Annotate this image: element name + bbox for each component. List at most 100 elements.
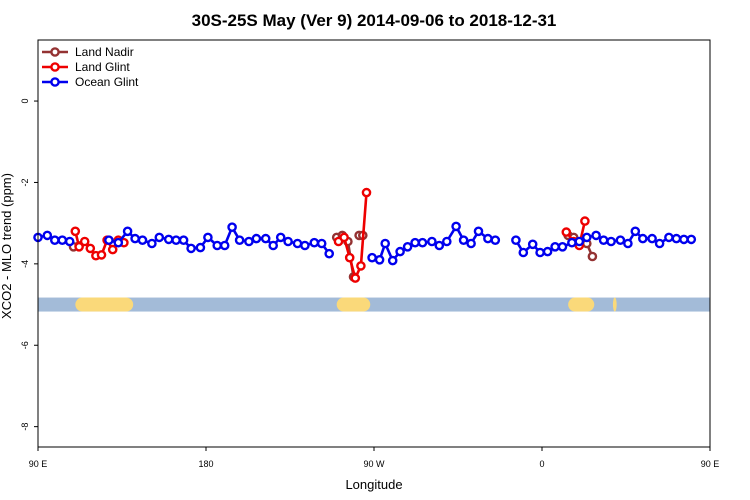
land-glint-point xyxy=(96,250,107,260)
ocean-glint-point xyxy=(427,236,437,247)
ocean-glint-point xyxy=(679,234,689,245)
ocean-glint-point xyxy=(647,233,657,244)
ocean-glint-point xyxy=(367,252,377,263)
land-glint-point xyxy=(350,273,361,283)
ocean-glint-point xyxy=(542,246,553,257)
ocean-glint-point xyxy=(557,241,568,252)
ocean-glint-point xyxy=(42,230,53,241)
land-ocean-band xyxy=(38,297,710,312)
ocean-glint-point xyxy=(483,233,493,244)
ocean-glint-point xyxy=(550,241,560,252)
y-tick-label: 0 xyxy=(20,99,30,104)
land-glint-point xyxy=(79,236,90,247)
land-glint-point xyxy=(85,243,96,254)
ocean-glint-point xyxy=(104,235,114,245)
ocean-glint-point xyxy=(598,235,609,245)
land-glint-point xyxy=(70,226,81,237)
y-tick-label: -2 xyxy=(20,178,30,186)
legend-entry-land-nadir: Land Nadir xyxy=(42,45,134,59)
land-glint-point xyxy=(344,252,355,263)
ocean-glint-point xyxy=(137,235,148,245)
ocean-glint-point xyxy=(227,222,237,232)
ocean-glint-point xyxy=(574,236,585,247)
ocean-glint-point xyxy=(163,234,174,245)
land-glint-point xyxy=(580,216,590,226)
ocean-glint-point xyxy=(654,238,665,249)
ocean-glint-point xyxy=(244,236,254,247)
legend-marker xyxy=(50,62,60,72)
ocean-glint-point xyxy=(535,247,545,258)
ocean-glint-point xyxy=(434,240,445,251)
ocean-glint-point xyxy=(417,237,428,248)
ocean-glint-point xyxy=(171,235,181,245)
legend-label: Land Glint xyxy=(75,60,130,74)
chart-title: 30S-25S May (Ver 9) 2014-09-06 to 2018-1… xyxy=(192,11,557,30)
land-glint-point xyxy=(356,261,366,271)
land-band-segment-2 xyxy=(568,297,595,312)
x-tick-label: 90 E xyxy=(701,459,720,469)
land-glint-point xyxy=(74,241,84,252)
ocean-glint-point xyxy=(122,226,133,237)
ocean-glint-point xyxy=(147,238,157,249)
ocean-glint-point xyxy=(638,233,648,244)
y-tick-label: -8 xyxy=(20,423,30,431)
ocean-glint-point xyxy=(466,238,476,249)
x-tick-label: 90 W xyxy=(363,459,385,469)
ocean-glint-point xyxy=(458,235,469,245)
ocean-glint-point xyxy=(402,241,413,252)
ocean-glint-point xyxy=(630,226,641,237)
ocean-glint-point xyxy=(316,238,327,249)
ocean-glint-point xyxy=(511,235,521,245)
legend-marker xyxy=(50,47,60,57)
ocean-glint-point xyxy=(186,243,196,254)
land-glint-point xyxy=(339,232,349,243)
ocean-glint-point xyxy=(178,235,189,245)
y-tick-label: -6 xyxy=(20,341,30,349)
legend-label: Ocean Glint xyxy=(75,75,139,89)
x-axis-label: Longitude xyxy=(345,477,402,492)
series-land-glint xyxy=(70,187,590,283)
ocean-glint-point xyxy=(490,235,501,245)
ocean-glint-point xyxy=(518,247,529,258)
ocean-glint-point xyxy=(57,235,68,245)
ocean-glint-point xyxy=(300,240,310,251)
land-glint-point xyxy=(361,187,372,198)
legend-marker xyxy=(50,77,60,87)
ocean-glint-point xyxy=(212,240,222,251)
ocean-glint-point xyxy=(283,236,293,247)
ocean-glint-point xyxy=(395,246,405,257)
ocean-glint-point xyxy=(380,238,391,249)
legend-entry-ocean-glint: Ocean Glint xyxy=(42,75,139,89)
land-band-segment-1 xyxy=(336,297,371,312)
land-band-segment-3 xyxy=(612,297,617,312)
ocean-glint-point xyxy=(567,237,577,248)
legend-entry-land-glint: Land Glint xyxy=(42,60,130,74)
ocean-glint-point xyxy=(309,237,320,248)
ocean-glint-point xyxy=(387,255,398,266)
ocean-band xyxy=(38,297,710,312)
ocean-glint-point xyxy=(275,232,286,243)
ocean-glint-point xyxy=(582,232,592,243)
axes: 90 E 180 90 W 0 90 E 0 -2 -4 -6 -8 xyxy=(20,99,719,469)
land-glint-point xyxy=(561,227,572,237)
legend-label: Land Nadir xyxy=(75,45,134,59)
ocean-glint-point xyxy=(441,236,452,247)
ocean-glint-point xyxy=(251,233,262,244)
land-nadir-point xyxy=(587,251,598,262)
ocean-glint-point xyxy=(292,238,303,249)
ocean-glint-point xyxy=(195,242,206,253)
land-glint-point xyxy=(107,244,118,255)
ocean-glint-point xyxy=(268,240,279,251)
ocean-glint-point xyxy=(113,237,124,248)
ocean-glint-point xyxy=(591,230,601,241)
ocean-glint-point xyxy=(50,235,60,245)
ocean-glint-point xyxy=(410,237,420,248)
ocean-glint-point xyxy=(203,232,213,243)
ocean-glint-point xyxy=(686,234,697,245)
y-tick-label: -4 xyxy=(20,260,30,268)
series-layer xyxy=(33,187,697,283)
land-band-segment-0 xyxy=(75,297,134,312)
y-axis-label: XCO2 - MLO trend (ppm) xyxy=(0,173,14,319)
